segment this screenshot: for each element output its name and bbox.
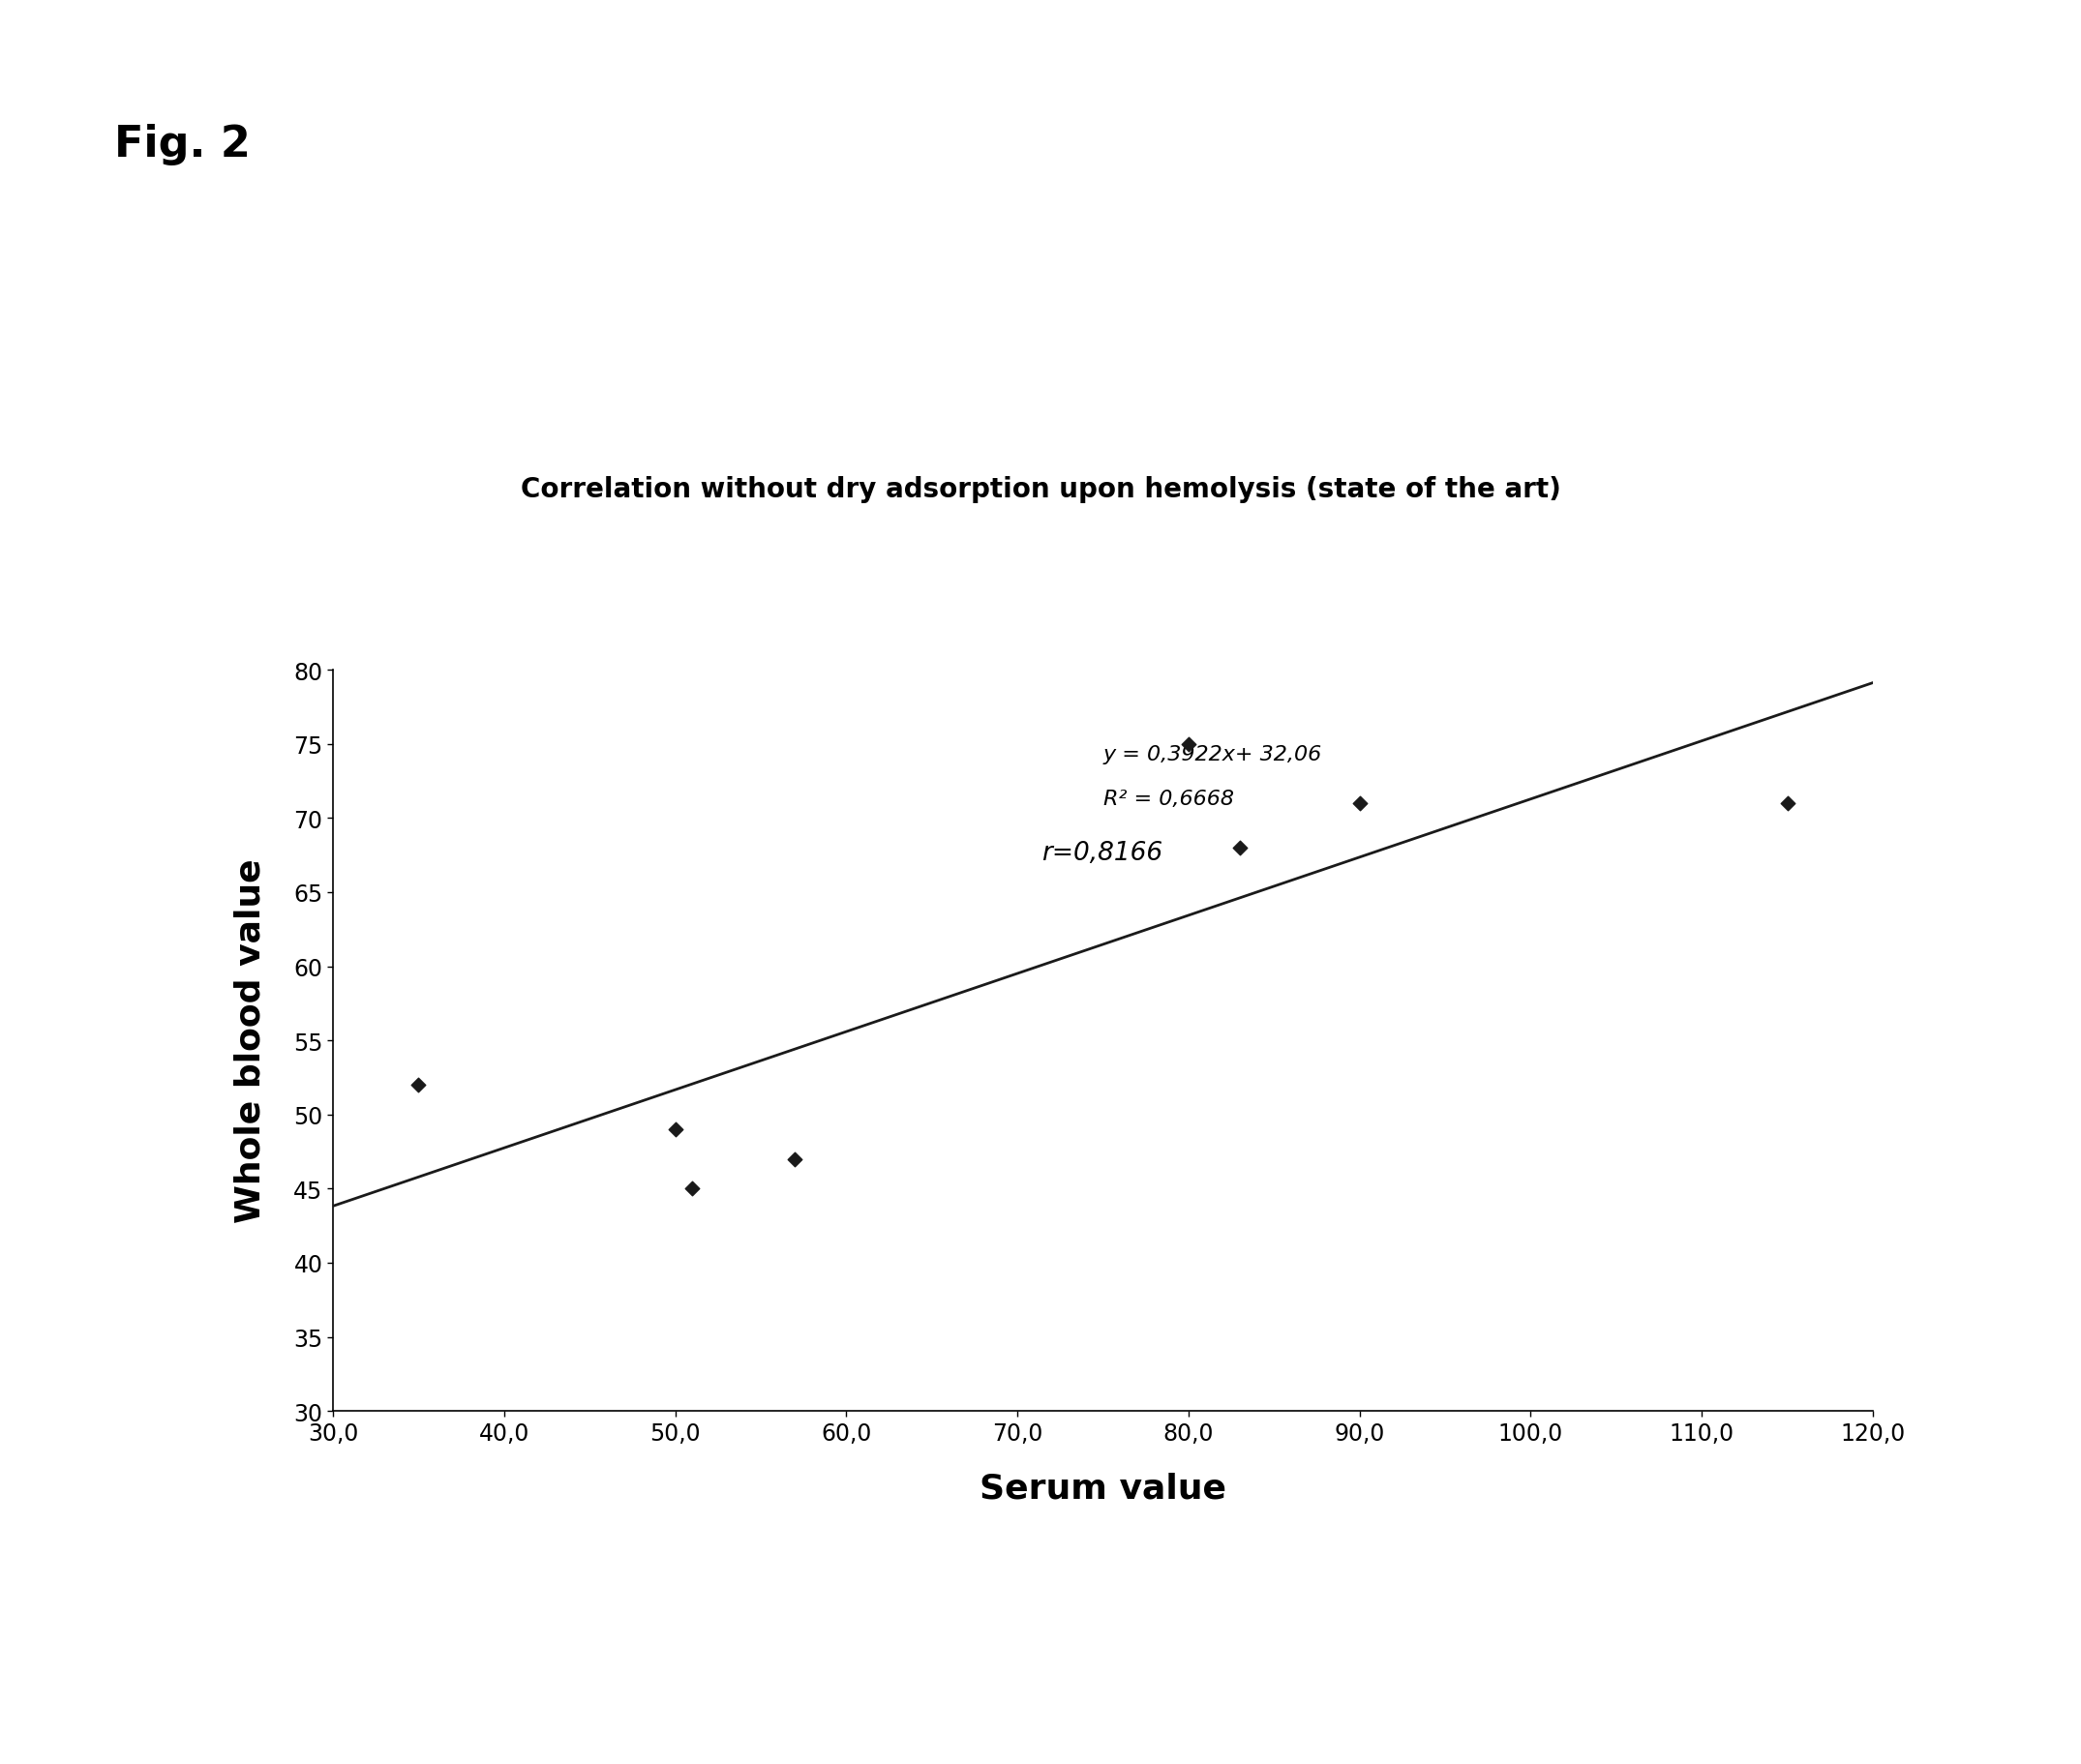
Text: y = 0,3922x+ 32,06: y = 0,3922x+ 32,06 — [1103, 744, 1321, 764]
Text: R² = 0,6668: R² = 0,6668 — [1103, 789, 1234, 808]
Point — [1172, 730, 1205, 759]
Point — [676, 1175, 710, 1203]
Text: Correlation without dry adsorption upon hemolysis (state of the art): Correlation without dry adsorption upon … — [520, 476, 1561, 503]
Y-axis label: Whole blood value: Whole blood value — [233, 859, 266, 1222]
Point — [1224, 834, 1257, 863]
Point — [1771, 790, 1804, 818]
Text: Fig. 2: Fig. 2 — [114, 123, 252, 166]
Point — [658, 1115, 691, 1143]
Point — [1342, 790, 1376, 818]
Text: r=0,8166: r=0,8166 — [1040, 841, 1163, 866]
Point — [778, 1145, 812, 1173]
X-axis label: Serum value: Serum value — [980, 1471, 1226, 1505]
Point — [402, 1071, 435, 1099]
